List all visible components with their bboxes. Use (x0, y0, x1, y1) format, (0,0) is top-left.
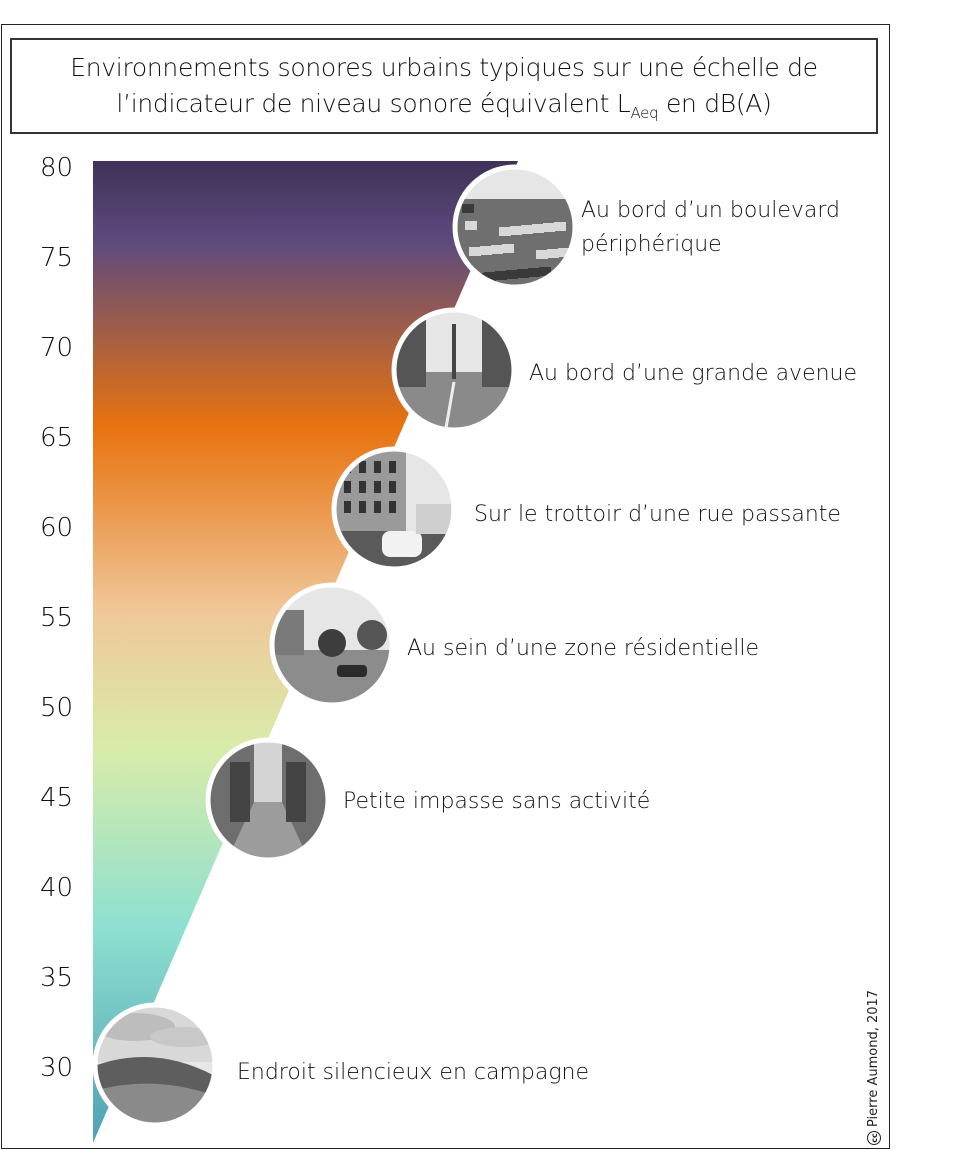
environment-label: Petite impasse sans activité (343, 789, 651, 814)
environment-label: Au sein d’une zone résidentielle (407, 636, 760, 661)
tick-label: 50 (40, 693, 74, 723)
tick-label: 60 (40, 513, 74, 543)
credit-text: Pierre Aumond, 2017 (866, 989, 881, 1127)
environment-label: Endroit silencieux en campagne (237, 1060, 590, 1085)
tick-label: 55 (40, 603, 74, 633)
environment-label-line-2: périphérique (581, 232, 722, 257)
tick-label: 70 (40, 333, 74, 363)
tick-label: 65 (40, 423, 74, 453)
figure-frame (1, 24, 890, 1149)
tick-label: 40 (40, 873, 74, 903)
quiet-alley-photo (210, 742, 326, 858)
tick-label: 35 (40, 963, 74, 993)
title-line-2: l’indicateur de niveau sonore équivalent… (12, 86, 876, 131)
countryside-photo (97, 1007, 213, 1123)
title-line-1: Environnements sonores urbains typiques … (70, 53, 818, 82)
photo-border (452, 164, 578, 290)
photo-border (205, 737, 331, 863)
photo-border (391, 307, 517, 433)
environment-label: Au bord d’un boulevard périphérique (581, 194, 840, 262)
photo-border (92, 1002, 218, 1128)
creative-commons-icon: cc (866, 1131, 881, 1145)
credit: cc Pierre Aumond, 2017 (866, 990, 881, 1145)
chart-title: Environnements sonores urbains typiques … (10, 38, 878, 134)
environment-label: Au bord d’une grande avenue (529, 361, 858, 386)
title-line-2-text: l’indicateur de niveau sonore équivalent… (116, 89, 631, 118)
photo-border (331, 446, 457, 572)
environment-label-line-1: Au bord d’un boulevard (581, 198, 841, 223)
avenue-photo (396, 312, 512, 428)
tick-label: 30 (40, 1053, 74, 1083)
title-subscript: Aeq (630, 104, 659, 122)
tick-label: 75 (40, 243, 74, 273)
photo-border (269, 582, 395, 708)
tick-label: 80 (40, 153, 74, 183)
title-line-2-unit: en dB(A) (658, 89, 772, 118)
tick-label: 45 (40, 783, 74, 813)
environment-label: Sur le trottoir d’une rue passante (474, 502, 841, 527)
